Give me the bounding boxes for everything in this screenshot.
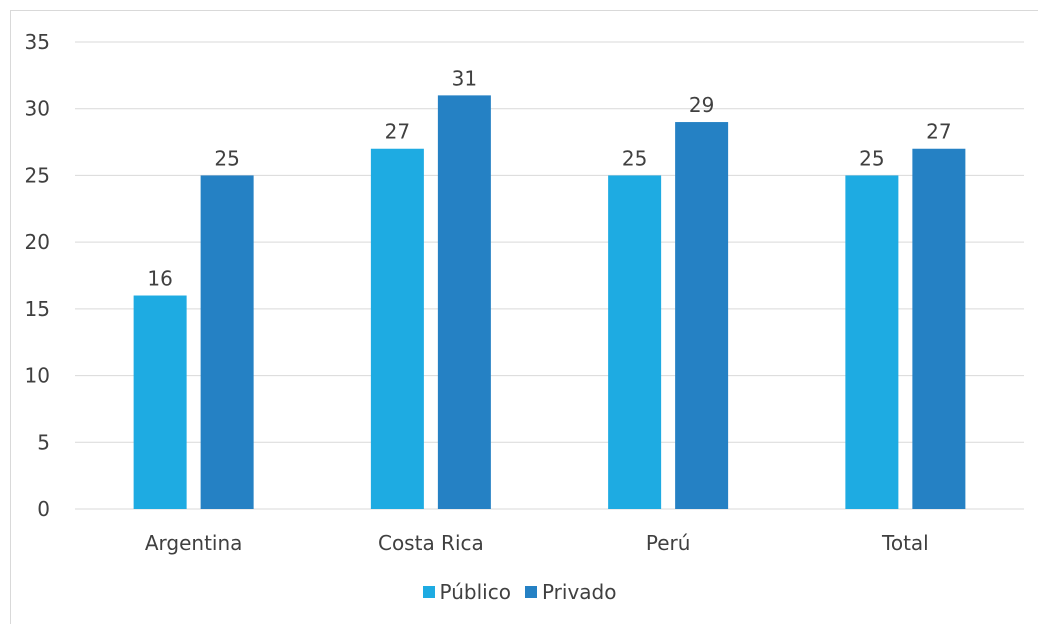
bar-privado <box>675 122 729 510</box>
data-label: 29 <box>689 93 714 117</box>
data-label: 27 <box>926 120 951 144</box>
chart-frame <box>10 10 1038 624</box>
legend: Público Privado <box>0 578 1039 606</box>
bar-chart: 0 5 10 15 20 25 30 35 16 25 Argentina 27 31 Costa Ric… <box>25 30 1024 555</box>
x-category-label: Costa Rica <box>378 531 484 555</box>
data-label: 31 <box>452 66 477 90</box>
x-category-label: Perú <box>646 531 691 555</box>
bar-publico <box>133 295 187 509</box>
data-label: 25 <box>214 146 239 170</box>
bar-privado <box>200 175 254 509</box>
y-tick-label: 20 <box>25 230 50 254</box>
legend-swatch-privado <box>524 586 537 598</box>
bar-privado <box>437 95 491 509</box>
y-tick-label: 15 <box>25 297 50 321</box>
bar-privado <box>912 148 966 509</box>
legend-item-privado: Privado <box>524 580 617 604</box>
data-label: 27 <box>385 120 410 144</box>
bar-publico <box>845 175 899 509</box>
x-category-label: Total <box>881 531 929 555</box>
y-tick-label: 0 <box>37 497 50 521</box>
y-tick-label: 30 <box>25 97 50 121</box>
legend-label-publico: Público <box>439 580 511 604</box>
legend-swatch-publico <box>422 586 435 598</box>
bar-publico <box>370 148 424 509</box>
y-tick-label: 10 <box>25 364 50 388</box>
legend-item-publico: Público <box>422 580 511 604</box>
y-tick-label: 25 <box>25 163 50 187</box>
data-label: 16 <box>147 267 172 291</box>
y-tick-label: 35 <box>25 30 50 54</box>
bar-publico <box>608 175 662 509</box>
legend-label-privado: Privado <box>541 580 617 604</box>
x-category-label: Argentina <box>145 531 243 555</box>
data-label: 25 <box>622 146 647 170</box>
y-tick-label: 5 <box>37 430 50 454</box>
data-label: 25 <box>859 146 884 170</box>
